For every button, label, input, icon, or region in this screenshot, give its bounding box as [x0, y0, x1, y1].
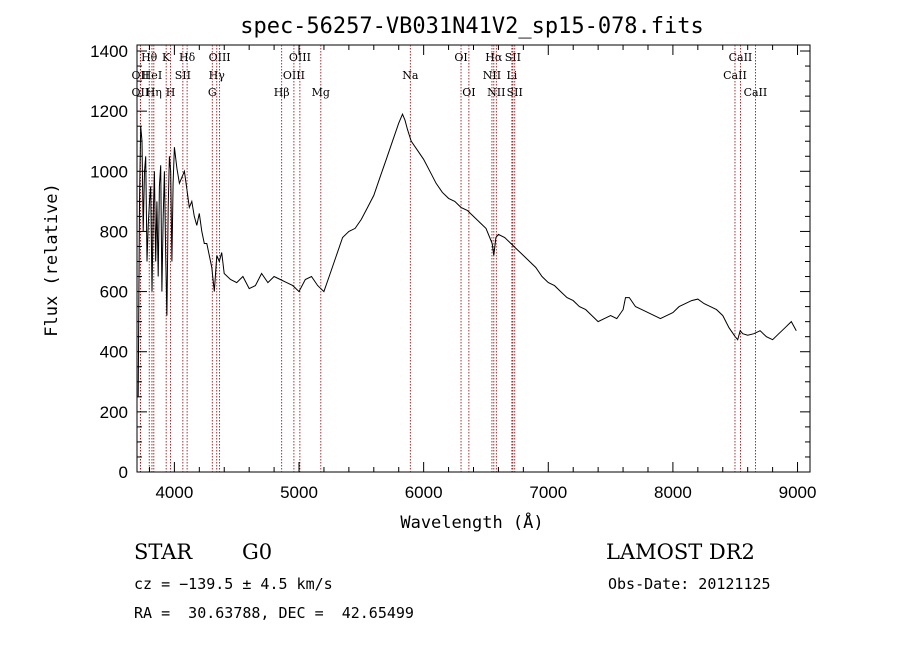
line-marker-label-2: OII [132, 86, 150, 99]
line-marker-label-19: Hα [485, 51, 503, 64]
y-tick-label-1: 200 [100, 403, 128, 422]
line-marker-label-10: Hγ [209, 69, 226, 82]
line-marker-label-4: Hη [146, 86, 162, 99]
line-marker-label-18: OI [462, 86, 475, 99]
plot-frame [136, 44, 811, 473]
y-axis-label: Flux (relative) [42, 183, 62, 337]
x-tick-label-3: 7000 [529, 483, 567, 502]
spectrum-line [137, 112, 797, 397]
axis-ticks: 4000 5000 6000 7000 8000 9000 0 200 400 600 800 100… [90, 42, 816, 502]
line-marker-label-7: H [166, 86, 176, 99]
x-tick-label-1: 5000 [280, 483, 318, 502]
line-marker-label-16: Na [402, 69, 419, 82]
x-tick-label-0: 4000 [155, 483, 193, 502]
y-tick-label-0: 0 [119, 463, 128, 482]
line-marker-label-23: NII [487, 86, 505, 99]
x-tick-label-5: 9000 [779, 483, 817, 502]
line-marker-label-17: OI [454, 51, 467, 64]
line-marker-label-13: OIII [283, 69, 305, 82]
x-axis-label: Wavelength (Å) [400, 511, 543, 533]
coordinates-text: RA = 30.63788, DEC = 42.65499 [134, 604, 414, 622]
line-marker-label-20: SII [505, 51, 521, 64]
line-marker-label-15: Mg [312, 86, 330, 99]
redshift-text: cz = −139.5 ± 4.5 km/s [134, 575, 333, 593]
line-marker-label-25: CaII [729, 51, 753, 64]
object-subclass: G0 [242, 540, 273, 564]
survey-name: LAMOST DR2 [606, 540, 755, 564]
line-marker-label-24: SII [507, 86, 523, 99]
line-marker-label-6: SII [175, 69, 191, 82]
y-tick-label-3: 600 [100, 283, 128, 302]
line-marker-label-8: Hδ [179, 51, 196, 64]
line-marker-label-5: K [162, 51, 171, 64]
y-tick-label-7: 1400 [90, 42, 128, 61]
line-marker-label-26: CaII [723, 69, 747, 82]
y-tick-label-5: 1000 [90, 162, 128, 181]
line-marker-label-27: CaII [744, 86, 768, 99]
line-marker-label-0: Hθ [141, 51, 158, 64]
line-marker-label-22: Li [506, 69, 517, 82]
line-marker-label-11: G [208, 86, 217, 99]
line-marker-label-12: OIII [289, 51, 311, 64]
line-marker-label-21: NII [483, 69, 501, 82]
x-tick-label-4: 8000 [654, 483, 692, 502]
chart-title: spec-56257-VB031N41V2_sp15-078.fits [240, 14, 704, 39]
line-marker-label-9: OIII [209, 51, 231, 64]
y-tick-label-2: 400 [100, 343, 128, 362]
y-tick-label-6: 1200 [90, 102, 128, 121]
line-marker-label-3: HeI [142, 69, 162, 82]
obs-date-text: Obs-Date: 20121125 [608, 575, 771, 593]
x-tick-label-2: 6000 [405, 483, 443, 502]
line-marker-label-14: Hβ [274, 86, 290, 99]
object-class: STAR [134, 540, 193, 564]
y-tick-label-4: 800 [100, 222, 128, 241]
